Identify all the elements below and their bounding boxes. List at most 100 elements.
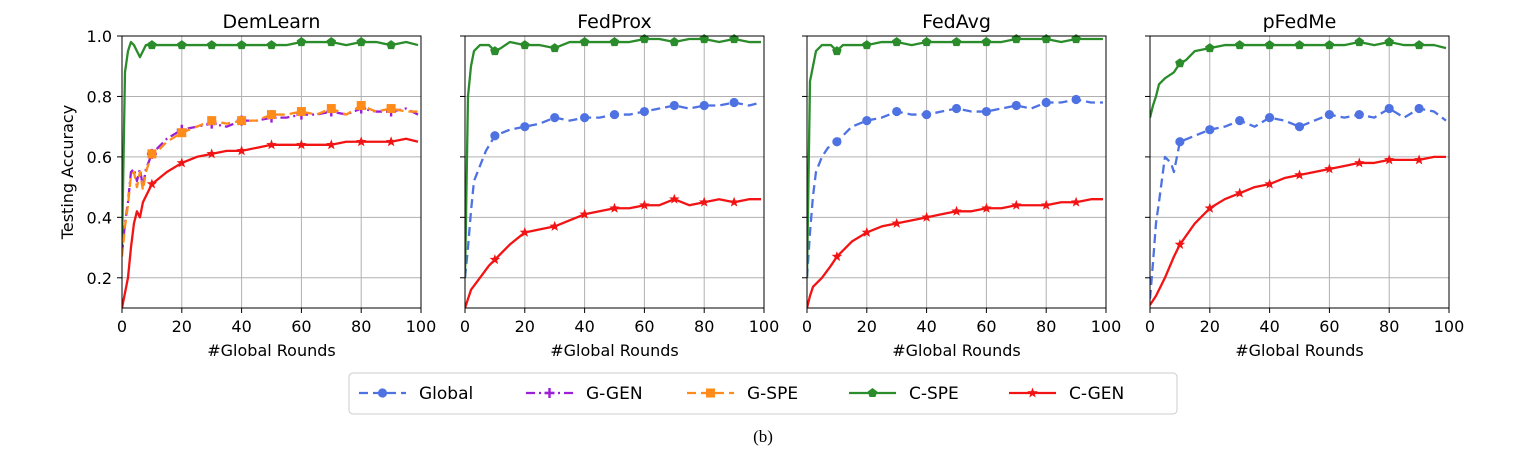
y-tick-label: 0.8 bbox=[87, 87, 112, 106]
chart-title: FedProx bbox=[577, 11, 651, 33]
series-markers-c-gen bbox=[489, 193, 740, 265]
data-point-marker bbox=[579, 37, 590, 47]
data-point-marker bbox=[266, 40, 277, 50]
data-point-marker bbox=[1235, 116, 1245, 126]
data-point-marker bbox=[296, 107, 306, 117]
legend-label: Global bbox=[419, 384, 473, 404]
x-tick-label: 20 bbox=[172, 317, 192, 336]
data-point-marker bbox=[1175, 137, 1185, 147]
x-tick-label: 60 bbox=[291, 317, 311, 336]
data-point-marker bbox=[1383, 154, 1395, 165]
data-point-marker bbox=[729, 97, 739, 108]
data-point-marker bbox=[489, 254, 501, 265]
x-tick-label: 0 bbox=[117, 317, 127, 336]
series-line-c-gen bbox=[1150, 155, 1447, 306]
x-tick-label: 40 bbox=[574, 317, 594, 336]
data-point-marker bbox=[699, 34, 709, 44]
data-point-marker bbox=[236, 145, 247, 156]
data-point-marker bbox=[146, 178, 158, 189]
series-markers-c-spe bbox=[832, 34, 1081, 56]
data-point-marker bbox=[1354, 37, 1365, 47]
series-markers-global bbox=[832, 94, 1081, 147]
figure-caption: (b) bbox=[753, 427, 773, 446]
x-tick-label: 100 bbox=[1091, 317, 1122, 336]
data-point-marker bbox=[326, 104, 336, 114]
chart-panel-fedprox: 0 20 40 60 80 100 FedProx #Global Rounds bbox=[460, 11, 779, 360]
data-point-marker bbox=[1294, 169, 1305, 180]
data-point-marker bbox=[580, 113, 590, 123]
data-point-marker bbox=[921, 211, 932, 222]
x-tick-label: 40 bbox=[231, 317, 251, 336]
chart-panel-demlearn: 0 20 40 60 80 100 0.2 0.4 0.6 0.8 1.0 DemLearn #Glob… bbox=[58, 11, 436, 360]
data-point-marker bbox=[861, 226, 873, 237]
legend-label: C-SPE bbox=[909, 384, 959, 404]
axes-frame bbox=[806, 35, 1107, 309]
x-tick-label: 60 bbox=[634, 317, 654, 336]
axes-frame bbox=[464, 35, 765, 309]
data-point-marker bbox=[296, 37, 307, 47]
data-point-marker bbox=[699, 100, 709, 111]
x-axis-label: #Global Rounds bbox=[207, 341, 336, 360]
series-line-global bbox=[465, 101, 762, 278]
series-markers-g-spe bbox=[147, 101, 396, 159]
series-line-g-spe bbox=[122, 104, 419, 257]
data-point-marker bbox=[1384, 37, 1394, 47]
data-point-marker bbox=[266, 139, 277, 150]
chart-title: pFedMe bbox=[1263, 11, 1337, 33]
data-point-marker bbox=[1294, 122, 1305, 132]
data-point-marker bbox=[1414, 40, 1424, 50]
data-point-marker bbox=[490, 131, 500, 141]
data-point-marker bbox=[177, 40, 187, 50]
chart-title: FedAvg bbox=[922, 11, 991, 33]
y-tick-label: 0.4 bbox=[87, 208, 112, 227]
data-point-marker bbox=[609, 109, 620, 120]
axes-frame bbox=[121, 35, 422, 309]
series-line-global bbox=[807, 98, 1104, 278]
data-point-marker bbox=[1354, 109, 1364, 120]
series-line-c-spe bbox=[122, 40, 419, 248]
series-line-c-spe bbox=[465, 37, 762, 278]
x-tick-label: 40 bbox=[916, 317, 936, 336]
legend-marker bbox=[706, 388, 715, 398]
data-point-marker bbox=[862, 40, 872, 50]
x-tick-label: 0 bbox=[460, 317, 470, 336]
data-point-marker bbox=[921, 37, 932, 47]
data-point-marker bbox=[1041, 34, 1051, 44]
data-point-marker bbox=[1414, 103, 1424, 114]
series-line-c-gen bbox=[807, 198, 1104, 308]
data-point-marker bbox=[549, 220, 560, 231]
data-point-marker bbox=[1264, 178, 1275, 189]
data-point-marker bbox=[206, 40, 217, 50]
series-line-g-gen bbox=[122, 107, 419, 254]
y-axis-label: Testing Accuracy bbox=[58, 105, 77, 240]
series-markers-c-spe bbox=[147, 37, 396, 50]
data-point-marker bbox=[1011, 34, 1022, 44]
data-point-marker bbox=[1204, 202, 1216, 213]
data-point-marker bbox=[385, 136, 397, 147]
data-point-marker bbox=[639, 34, 650, 44]
data-point-marker bbox=[862, 116, 872, 126]
data-point-marker bbox=[550, 113, 560, 123]
legend-item-c-gen: C-GEN bbox=[1009, 384, 1124, 404]
x-tick-label: 60 bbox=[1319, 317, 1339, 336]
data-point-marker bbox=[206, 148, 217, 159]
data-point-marker bbox=[892, 106, 902, 117]
series-markers-c-spe bbox=[490, 34, 739, 56]
data-point-marker bbox=[1071, 94, 1081, 105]
series-line-c-gen bbox=[465, 198, 762, 308]
y-tick-label: 0.6 bbox=[87, 148, 112, 167]
legend-label: G-SPE bbox=[747, 384, 798, 404]
data-point-marker bbox=[1205, 125, 1215, 135]
data-point-marker bbox=[1011, 199, 1022, 210]
data-point-marker bbox=[520, 122, 530, 132]
data-point-marker bbox=[1040, 199, 1052, 210]
data-point-marker bbox=[1294, 40, 1305, 50]
x-tick-label: 100 bbox=[406, 317, 437, 336]
chart-title: DemLearn bbox=[223, 11, 321, 33]
series-line-c-spe bbox=[1150, 40, 1447, 118]
data-point-marker bbox=[669, 193, 680, 204]
data-point-marker bbox=[176, 157, 188, 168]
data-point-marker bbox=[355, 136, 367, 147]
data-point-marker bbox=[1413, 154, 1425, 165]
data-point-marker bbox=[1205, 43, 1215, 53]
